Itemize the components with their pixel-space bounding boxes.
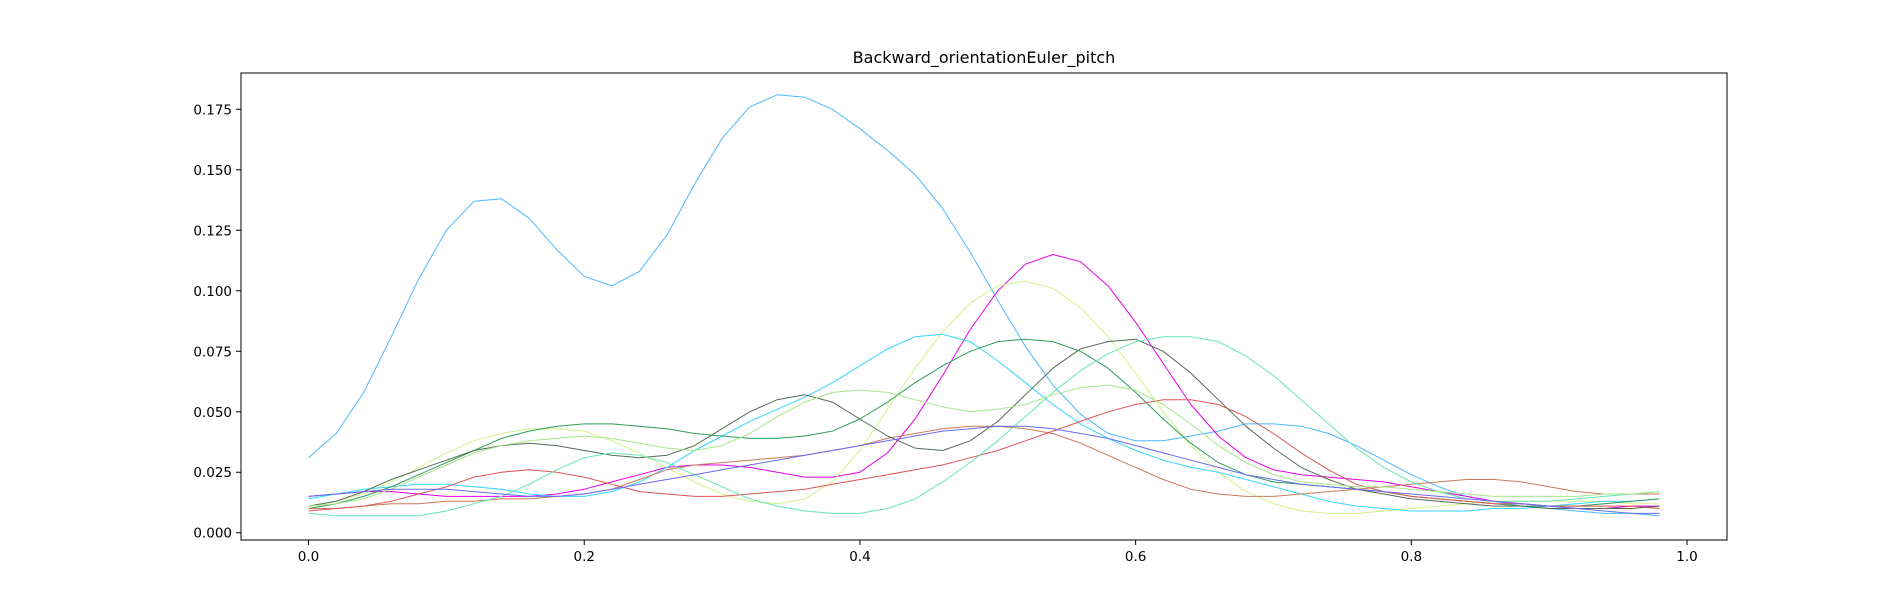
y-tick-label: 0.050: [193, 405, 232, 421]
x-tick-label: 0.6: [1125, 549, 1146, 565]
series-line-5: [308, 338, 1660, 509]
series-line-1: [308, 94, 1660, 517]
series-line-9: [308, 336, 1660, 517]
y-axis: 0.000 0.025 0.050 0.075 0.100 0.125 0.150 0.175: [193, 102, 241, 542]
y-tick-label: 0.150: [193, 163, 232, 179]
x-tick-label: 1.0: [1676, 549, 1697, 565]
series-line-10: [308, 384, 1660, 507]
y-tick-label: 0.175: [193, 102, 232, 118]
y-tick-label: 0.125: [193, 223, 232, 239]
y-tick-label: 0.000: [193, 526, 232, 542]
series-line-2: [308, 254, 1660, 509]
x-tick-label: 0.8: [1401, 549, 1422, 565]
series-line-6: [308, 425, 1660, 509]
series-line-4: [308, 333, 1660, 512]
y-tick-label: 0.025: [193, 465, 232, 481]
series-lines: [308, 94, 1660, 517]
x-axis: 0.0 0.2 0.4 0.6 0.8 1.0: [298, 540, 1698, 565]
chart-title: Backward_orientationEuler_pitch: [853, 48, 1116, 68]
series-line-8: [308, 338, 1660, 509]
x-tick-label: 0.2: [573, 549, 594, 565]
y-tick-label: 0.100: [193, 284, 232, 300]
y-tick-label: 0.075: [193, 344, 232, 360]
series-line-7: [308, 399, 1660, 512]
x-tick-label: 0.0: [298, 549, 319, 565]
x-tick-label: 0.4: [849, 549, 870, 565]
series-line-11: [308, 425, 1660, 514]
plot-frame: [240, 72, 1728, 541]
series-line-3: [308, 280, 1660, 514]
